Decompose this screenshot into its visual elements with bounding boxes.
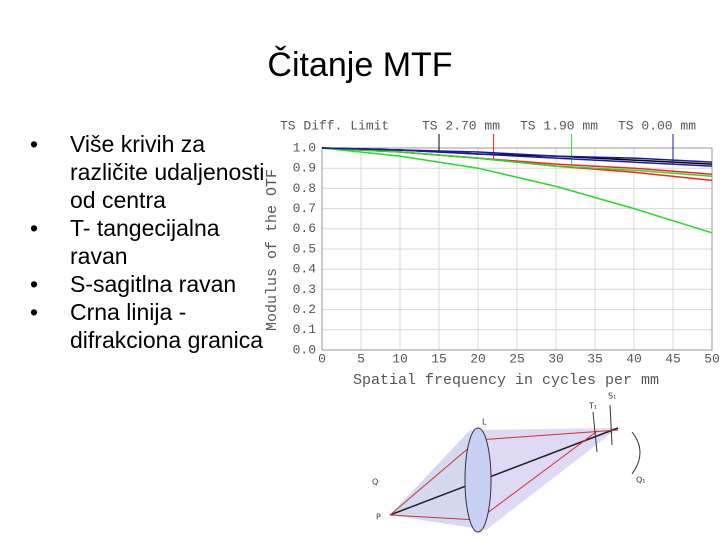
y-tick-label: 0.6 (293, 221, 316, 236)
mtf-curve (321, 147, 713, 167)
legend-label: TS 1.90 mm (520, 118, 598, 133)
slide-title: Čitanje MTF (267, 46, 453, 84)
y-axis-label: Modulus of the OTF (264, 169, 281, 331)
y-tick-label: 0.8 (293, 181, 316, 196)
x-tick-label: 25 (509, 351, 525, 366)
bullet-list: Više krivih za različite udaljenosti od … (30, 130, 268, 354)
legend-label: TS Diff. Limit (280, 118, 389, 133)
arc-arrow (631, 431, 641, 475)
x-tick-label: 40 (626, 351, 642, 366)
x-tick-label: 15 (431, 351, 447, 366)
lens-diagram: L T₁ S₁ Q Q₁ P (372, 392, 646, 533)
x-tick-label: 0 (318, 351, 326, 366)
mtf-curve (321, 147, 713, 178)
light-cone (390, 430, 486, 530)
x-axis-label: Spatial frequency in cycles per mm (353, 372, 659, 389)
y-tick-label: 0.2 (293, 302, 316, 317)
ray (389, 427, 619, 516)
y-tick-label: 0.5 (293, 241, 316, 256)
plane-s (609, 404, 613, 446)
ray (389, 439, 479, 516)
plot-frame (321, 147, 713, 351)
diagram-label: Q (372, 478, 378, 487)
diagram-label: T₁ (588, 402, 597, 411)
light-cone (470, 428, 618, 530)
legend-label: TS 2.70 mm (422, 118, 500, 133)
x-tick-label: 50 (704, 351, 720, 366)
ray (477, 431, 597, 521)
x-tick-label: 20 (470, 351, 486, 366)
y-tick-label: 0.0 (293, 342, 316, 357)
ray (389, 514, 479, 521)
legend-label: TS 0.00 mm (618, 118, 696, 133)
x-tick-label: 45 (665, 351, 681, 366)
plane-t (592, 411, 598, 453)
x-tick-label: 30 (548, 351, 564, 366)
bullet: T- tangecijalna ravan (30, 214, 268, 270)
bullet: Crna linija - difrakciona granica (30, 298, 268, 354)
mtf-curve (321, 147, 713, 234)
x-tick-label: 35 (587, 351, 603, 366)
lens (464, 427, 492, 533)
y-tick-label: 0.4 (293, 262, 317, 277)
y-tick-label: 0.1 (293, 322, 317, 337)
x-tick-label: 10 (392, 351, 408, 366)
y-tick-label: 0.9 (293, 161, 316, 176)
y-tick-label: 1.0 (293, 140, 316, 155)
x-tick-label: 5 (357, 351, 365, 366)
bullet: S-sagitlna ravan (30, 270, 268, 298)
diagram-label: L (482, 418, 487, 427)
diagram-label: S₁ (608, 392, 616, 401)
bullet: Više krivih za različite udaljenosti od … (30, 130, 268, 214)
diagram-label: Q₁ (636, 476, 646, 485)
y-tick-label: 0.7 (293, 201, 316, 216)
y-tick-label: 0.3 (293, 282, 316, 297)
diagram-label: P (376, 513, 381, 522)
